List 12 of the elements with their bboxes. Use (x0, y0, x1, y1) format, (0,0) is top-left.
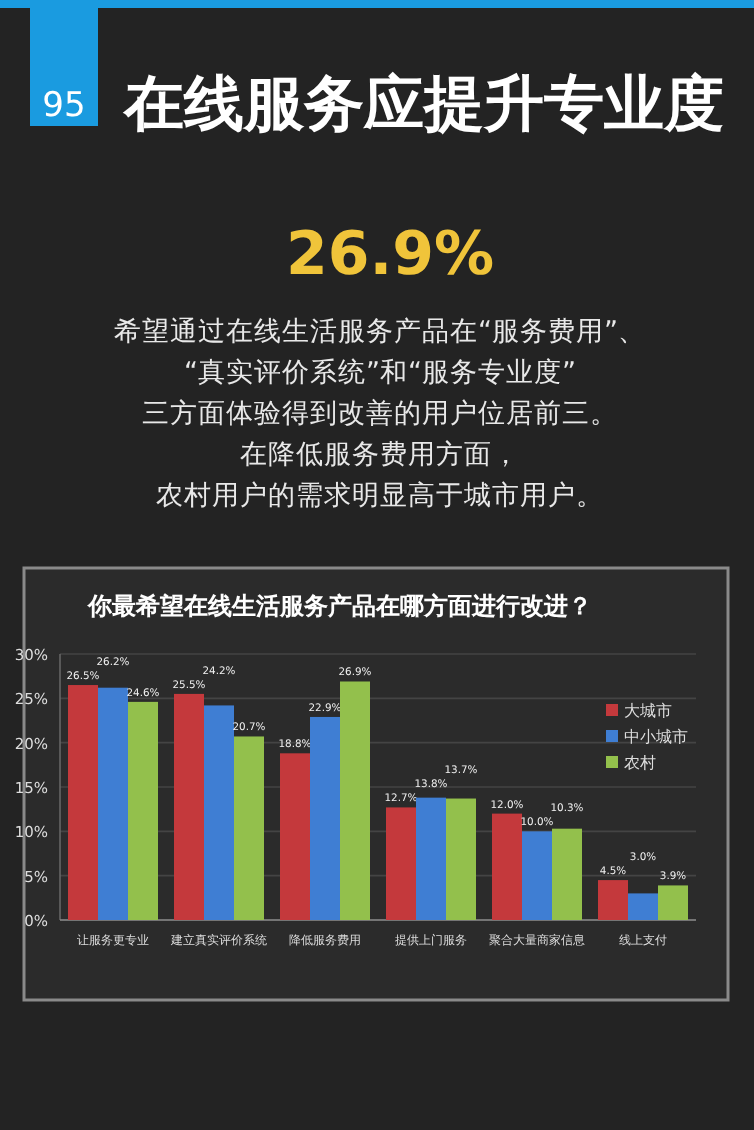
legend-label: 中小城市 (624, 728, 688, 746)
chart-subtitle: 你最希望在线生活服务产品在哪方面进行改进？ (86, 592, 592, 620)
text: 在降低服务费用方面， (240, 439, 520, 471)
legend-label: 大城市 (624, 702, 672, 720)
text: 95 (42, 86, 86, 126)
text: 26.9% (285, 220, 495, 290)
chart-title: 在线服务应提升专业度 (122, 70, 724, 140)
text: 农村用户的需求明显高于城市用户。 (156, 480, 604, 512)
text: “真实评价系统”和“服务专业度” (184, 357, 576, 389)
text: 三方面体验得到改善的用户位居前三。 (142, 396, 618, 430)
legend-label: 农村 (624, 754, 656, 772)
text: 希望通过在线生活服务产品在“服务费用”、 (114, 316, 646, 348)
